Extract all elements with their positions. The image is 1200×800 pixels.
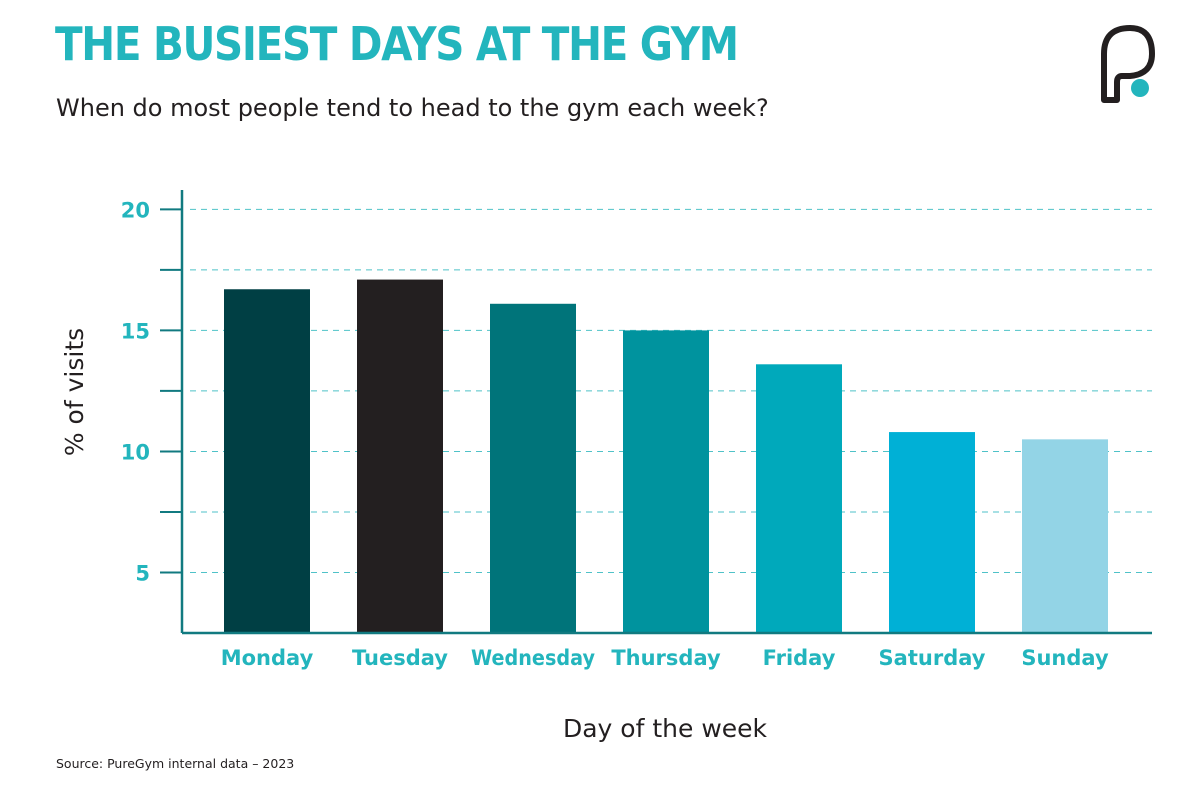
bar-monday (224, 289, 310, 633)
bar-saturday (889, 432, 975, 633)
x-category-label: Wednesday (471, 646, 595, 670)
y-tick-label: 10 (121, 440, 150, 464)
x-axis-label: Day of the week (563, 714, 768, 743)
source-note: Source: PureGym internal data – 2023 (56, 756, 295, 771)
bar-tuesday (357, 279, 443, 633)
logo-outline (1101, 25, 1155, 103)
x-category-label: Monday (221, 646, 314, 670)
y-tick-labels: 5 10 15 20 (121, 198, 150, 585)
bars (224, 279, 1108, 633)
x-category-label: Saturday (879, 646, 986, 670)
x-category-label: Sunday (1021, 646, 1109, 670)
logo-dot (1131, 79, 1149, 97)
bar-wednesday (490, 303, 576, 633)
x-category-labels: Monday Tuesday Wednesday Thursday Friday Satu… (221, 646, 1109, 670)
puregym-logo-icon (1101, 25, 1155, 103)
y-axis-label: % of visits (60, 328, 89, 456)
chart-subtitle: When do most people tend to head to the … (56, 94, 769, 122)
y-tick-label: 20 (121, 198, 150, 222)
x-category-label: Tuesday (352, 646, 448, 670)
x-category-label: Friday (763, 646, 836, 670)
y-tick-label: 5 (135, 561, 150, 585)
axes (160, 190, 1152, 635)
y-tick-label: 15 (121, 319, 150, 343)
bar-sunday (1022, 439, 1108, 633)
bar-thursday (623, 330, 709, 633)
x-category-label: Thursday (611, 646, 721, 670)
chart-title: THE BUSIEST DAYS AT THE GYM (55, 17, 739, 71)
bar-friday (756, 364, 842, 633)
